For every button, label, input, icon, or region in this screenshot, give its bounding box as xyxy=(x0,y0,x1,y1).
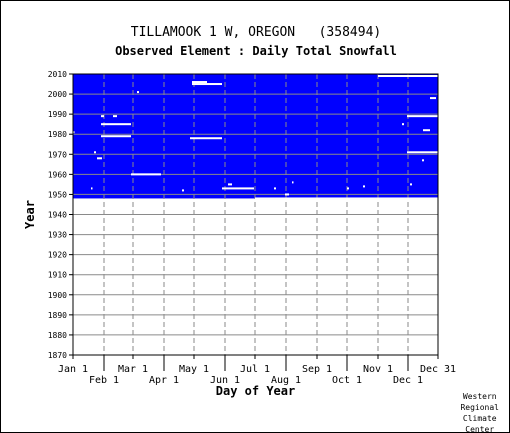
missing-data-segment xyxy=(131,173,161,176)
missing-data-segment xyxy=(222,187,254,190)
missing-data-segment xyxy=(423,129,430,132)
y-tick-label: 1870 xyxy=(48,351,67,360)
missing-data-segment xyxy=(407,115,438,118)
y-tick-label: 2000 xyxy=(48,90,67,99)
x-axis-label: Day of Year xyxy=(216,384,295,398)
y-tick-label: 1970 xyxy=(48,150,67,159)
missing-data-segment xyxy=(410,183,412,186)
y-tick-label: 1910 xyxy=(48,271,67,280)
y-tick-label: 1880 xyxy=(48,331,67,340)
y-tick-label: 1930 xyxy=(48,231,67,240)
y-axis-label: Year xyxy=(23,200,37,229)
y-tick-label: 1950 xyxy=(48,190,67,199)
credit-text: Western Regional Climate Center xyxy=(460,392,499,433)
missing-data-segment xyxy=(407,151,438,154)
x-tick-label: Jul 1 xyxy=(240,364,270,375)
y-tick-label: 1900 xyxy=(48,291,67,300)
x-tick-label: Aug 1 xyxy=(271,375,301,386)
missing-data-segment xyxy=(192,81,207,84)
missing-data-segment xyxy=(363,185,365,188)
missing-data-segment xyxy=(137,91,139,94)
missing-data-segment xyxy=(347,187,349,190)
x-tick-label: Oct 1 xyxy=(332,375,362,386)
y-tick-label: 1960 xyxy=(48,170,67,179)
x-tick-label: May 1 xyxy=(179,364,209,375)
x-tick-label: Nov 1 xyxy=(363,364,393,375)
x-tick-label: Sep 1 xyxy=(302,364,332,375)
missing-data-segment xyxy=(378,75,438,78)
missing-data-segment xyxy=(292,181,294,184)
x-tick-label: Mar 1 xyxy=(118,364,148,375)
x-tick-label: Jan 1 xyxy=(58,364,88,375)
missing-data-segment xyxy=(430,97,436,100)
chart-title: TILLAMOOK 1 W, OREGON (358494) xyxy=(130,25,382,40)
x-tick-label: Dec 31 xyxy=(420,364,456,375)
missing-data-segment xyxy=(192,83,222,86)
missing-data-segment xyxy=(255,197,438,200)
y-tick-label: 2010 xyxy=(48,70,67,79)
x-tick-label: Feb 1 xyxy=(89,375,119,386)
missing-data-segment xyxy=(285,193,289,196)
missing-data-segment xyxy=(228,183,232,186)
missing-data-segment xyxy=(422,159,424,162)
y-tick-label: 1940 xyxy=(48,211,67,220)
y-tick-label: 1990 xyxy=(48,110,67,119)
missing-data-segment xyxy=(182,189,184,192)
missing-data-segment xyxy=(73,131,75,134)
y-tick-label: 1980 xyxy=(48,130,67,139)
missing-data-segment xyxy=(97,157,102,160)
missing-data-segment xyxy=(190,137,222,140)
missing-data-segment xyxy=(402,123,404,126)
x-tick-label: Jun 1 xyxy=(210,375,240,386)
missing-data-segment xyxy=(101,115,104,118)
missing-data-segment xyxy=(274,187,276,190)
missing-data-segment xyxy=(101,135,131,138)
missing-data-segment xyxy=(94,151,96,154)
chart-subtitle: Observed Element : Daily Total Snowfall xyxy=(115,44,397,58)
missing-data-segment xyxy=(91,187,93,190)
x-tick-label: Apr 1 xyxy=(149,375,179,386)
x-tick-label: Dec 1 xyxy=(393,375,423,386)
y-tick-label: 1890 xyxy=(48,311,67,320)
missing-data-segment xyxy=(101,123,131,126)
y-tick-label: 1920 xyxy=(48,251,67,260)
missing-data-segment xyxy=(113,115,117,118)
